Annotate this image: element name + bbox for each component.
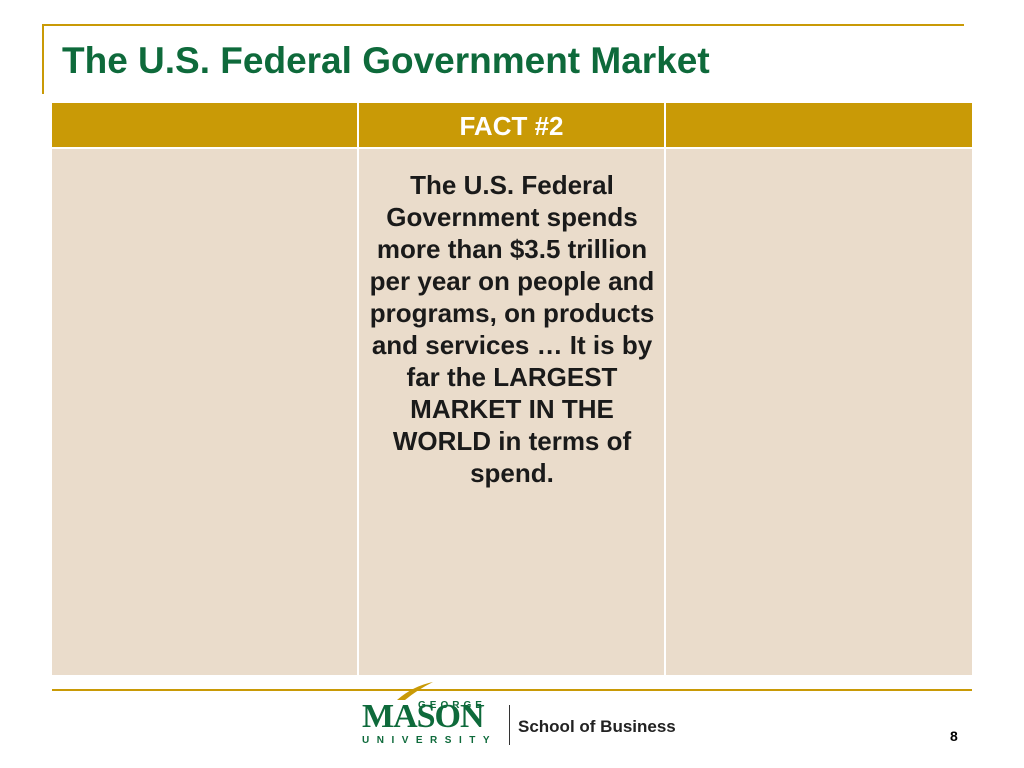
- table-header-cell: [52, 103, 357, 147]
- table-cell: [666, 149, 972, 675]
- bottom-rule: [52, 689, 972, 691]
- table-header-cell: [359, 103, 664, 147]
- fact-text: The U.S. Federal Government spends more …: [369, 170, 655, 488]
- side-rule: [42, 24, 44, 94]
- table-cell: [52, 149, 357, 675]
- logo-divider: [509, 705, 510, 745]
- table-header-cell: [666, 103, 972, 147]
- logo-text: GEORGE: [418, 700, 486, 711]
- logo-swoosh: [397, 682, 433, 700]
- slide-title: The U.S. Federal Government Market: [62, 40, 710, 81]
- page-number: 8: [950, 728, 958, 744]
- table-header-text: FACT #2: [459, 111, 564, 141]
- school-name: School of Business: [518, 717, 676, 736]
- logo-text: MASON: [362, 698, 485, 735]
- top-rule: [42, 24, 964, 26]
- table-cell: [359, 149, 664, 675]
- logo-text: UNIVERSITY: [362, 735, 498, 746]
